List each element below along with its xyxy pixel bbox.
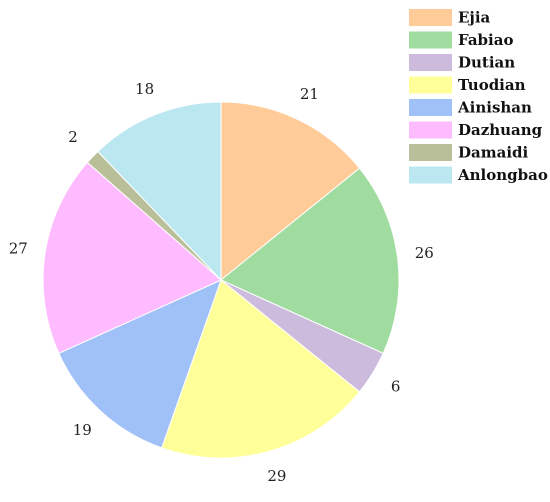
pie-slice-anlongbao xyxy=(97,101,222,282)
pie-slice-dazhuang xyxy=(42,161,222,354)
data-label-anlongbao: 18 xyxy=(135,80,154,98)
data-label-ejia: 21 xyxy=(300,85,319,103)
data-label-damaidi: 2 xyxy=(68,128,78,146)
pie-slices xyxy=(42,101,400,459)
legend-swatch-dazhuang xyxy=(409,121,452,139)
legend-swatch-anlongbao xyxy=(409,166,452,184)
pie-slice-ejia xyxy=(220,101,361,282)
data-label-dazhuang: 27 xyxy=(9,240,28,258)
legend-swatch-tuodian xyxy=(409,76,452,94)
pie-data-labels: 21 26 6 29 19 27 2 18 xyxy=(9,80,434,485)
data-label-fabiao: 26 xyxy=(415,244,434,262)
legend-swatch-ainishan xyxy=(409,99,452,116)
legend-label-dutian: Dutian xyxy=(458,54,515,72)
legend-label-anlongbao: Anlongbao xyxy=(457,166,548,184)
data-label-dutian: 6 xyxy=(391,378,401,396)
pie-slice-fabiao xyxy=(220,167,400,354)
legend-label-ejia: Ejia xyxy=(458,9,491,27)
legend-label-dazhuang: Dazhuang xyxy=(458,121,543,139)
pie-slice-tuodian xyxy=(161,279,361,459)
legend-label-fabiao: Fabiao xyxy=(458,31,513,49)
legend: Ejia Fabiao Dutian Tuodian Ainishan Dazhuang D… xyxy=(409,9,548,184)
legend-swatch-ejia xyxy=(409,9,452,26)
data-label-tuodian: 29 xyxy=(267,467,286,485)
pie-slice-ainishan xyxy=(58,279,222,449)
legend-swatch-fabiao xyxy=(409,31,452,49)
data-label-ainishan: 19 xyxy=(73,421,92,439)
legend-swatch-dutian xyxy=(409,54,452,71)
legend-label-ainishan: Ainishan xyxy=(457,99,532,117)
legend-label-tuodian: Tuodian xyxy=(458,76,526,94)
legend-swatch-damaidi xyxy=(409,144,452,161)
legend-label-damaidi: Damaidi xyxy=(458,144,529,162)
